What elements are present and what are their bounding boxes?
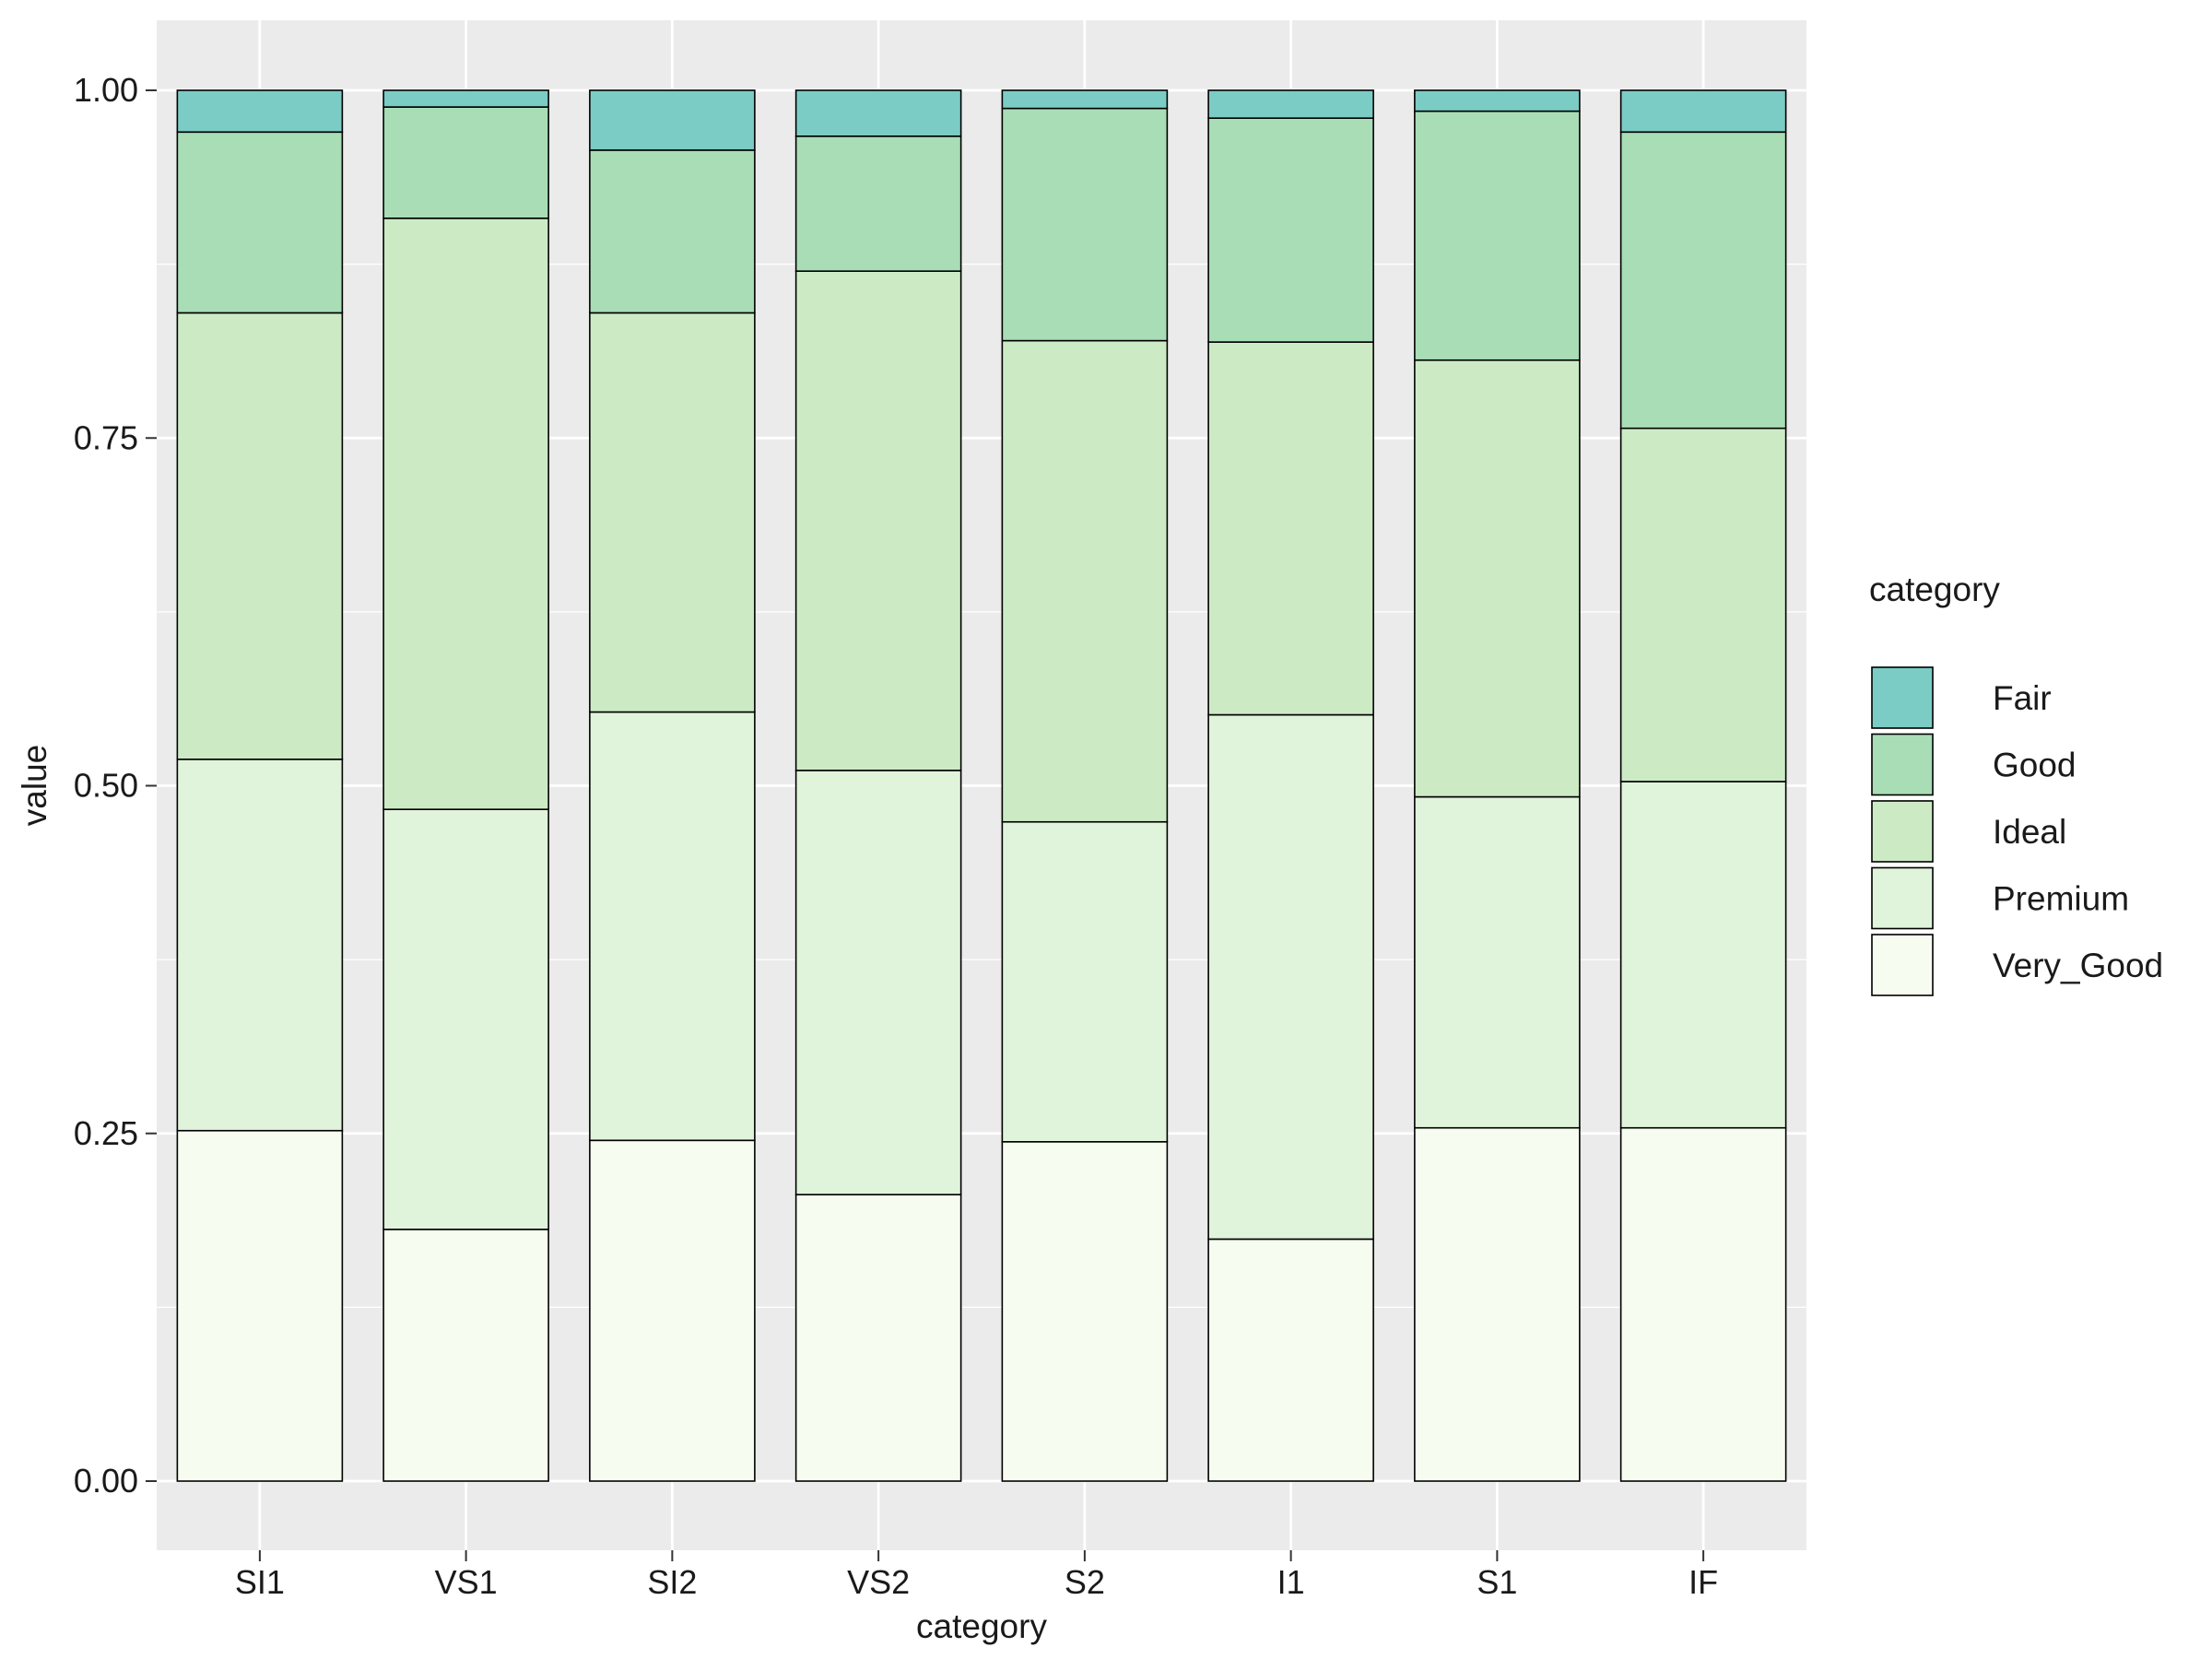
legend-swatch-Good	[1871, 733, 1934, 796]
bar-segment-VS1-Ideal	[382, 218, 549, 810]
bar-segment-I1-Fair	[1207, 89, 1374, 119]
y-tick-label: 1.00	[74, 71, 138, 109]
bar-segment-I1-Ideal	[1207, 341, 1374, 716]
legend-swatch-Ideal	[1871, 800, 1934, 863]
bar-segment-S1-Very_Good	[1414, 1126, 1581, 1482]
legend: category Fair Good Ideal Premium Very_Good	[1869, 571, 2163, 996]
legend-label-Ideal: Ideal	[1993, 813, 2066, 851]
x-tick-label: VS1	[435, 1563, 498, 1601]
bar-segment-SI2-Very_Good	[589, 1139, 756, 1482]
bar-segment-VS2-Premium	[794, 770, 962, 1195]
legend-swatch-Very_Good	[1871, 934, 1934, 996]
bar-segment-S1-Good	[1414, 110, 1581, 361]
bar-segment-IF-Good	[1619, 131, 1787, 429]
bar-segment-I1-Premium	[1207, 713, 1374, 1241]
bar-segment-S2-Premium	[1001, 820, 1169, 1143]
x-axis-title: category	[916, 1607, 1047, 1645]
bar-segment-I1-Very_Good	[1207, 1238, 1374, 1482]
bar-segment-VS1-Premium	[382, 808, 549, 1230]
legend-swatch-Premium	[1871, 866, 1934, 930]
bar-segment-I1-Good	[1207, 117, 1374, 343]
x-axis: SI1 VS1 SI2 VS2 S2 I1 S1 IF	[235, 1550, 1718, 1601]
bars	[176, 89, 1787, 1482]
bar-segment-SI2-Fair	[589, 89, 756, 151]
legend-label-Fair: Fair	[1993, 679, 2052, 717]
bar-segment-VS2-Fair	[794, 89, 962, 137]
bar-segment-S1-Fair	[1414, 89, 1581, 112]
legend-label-Very_Good: Very_Good	[1993, 947, 2163, 984]
bar-segment-VS2-Ideal	[794, 270, 962, 771]
x-tick-label: SI1	[235, 1563, 285, 1601]
legend-label-Premium: Premium	[1993, 880, 2129, 918]
bar-segment-S2-Ideal	[1001, 339, 1169, 823]
x-tick-label: SI2	[647, 1563, 697, 1601]
bar-segment-SI1-Very_Good	[176, 1129, 344, 1482]
bar-segment-SI2-Ideal	[589, 312, 756, 713]
bar-segment-IF-Premium	[1619, 781, 1787, 1129]
bar-segment-IF-Ideal	[1619, 427, 1787, 782]
bar-segment-S2-Fair	[1001, 89, 1169, 110]
x-tick-label: VS2	[847, 1563, 910, 1601]
bar-segment-SI2-Good	[589, 149, 756, 314]
bar-segment-IF-Very_Good	[1619, 1126, 1787, 1482]
bar-segment-SI1-Ideal	[176, 312, 344, 760]
legend-swatch-Fair	[1871, 666, 1934, 729]
x-tick-label: I1	[1277, 1563, 1305, 1601]
bar-segment-IF-Fair	[1619, 89, 1787, 134]
bar-segment-VS2-Very_Good	[794, 1194, 962, 1482]
y-tick-label: 0.25	[74, 1114, 138, 1152]
y-axis-title: value	[16, 745, 53, 826]
legend-title: category	[1869, 571, 2000, 608]
bar-segment-S1-Ideal	[1414, 359, 1581, 798]
x-tick-label: S2	[1065, 1563, 1105, 1601]
y-tick-label: 0.00	[74, 1462, 138, 1500]
x-tick-label: IF	[1688, 1563, 1718, 1601]
bar-segment-S2-Very_Good	[1001, 1141, 1169, 1482]
bar-segment-SI1-Premium	[176, 759, 344, 1132]
y-axis: 0.00 0.25 0.50 0.75 1.00	[74, 71, 157, 1500]
bar-segment-S1-Premium	[1414, 795, 1581, 1129]
x-tick-label: S1	[1477, 1563, 1517, 1601]
y-tick-label: 0.50	[74, 767, 138, 805]
bar-segment-SI2-Premium	[589, 711, 756, 1142]
bar-segment-S2-Good	[1001, 107, 1169, 342]
y-tick-label: 0.75	[74, 418, 138, 456]
bar-segment-VS1-Very_Good	[382, 1229, 549, 1482]
bar-segment-SI1-Good	[176, 131, 344, 314]
bar-segment-SI1-Fair	[176, 89, 344, 134]
bar-segment-VS2-Good	[794, 135, 962, 272]
legend-label-Good: Good	[1993, 747, 2077, 784]
bar-segment-VS1-Fair	[382, 89, 549, 108]
bar-segment-VS1-Good	[382, 106, 549, 219]
